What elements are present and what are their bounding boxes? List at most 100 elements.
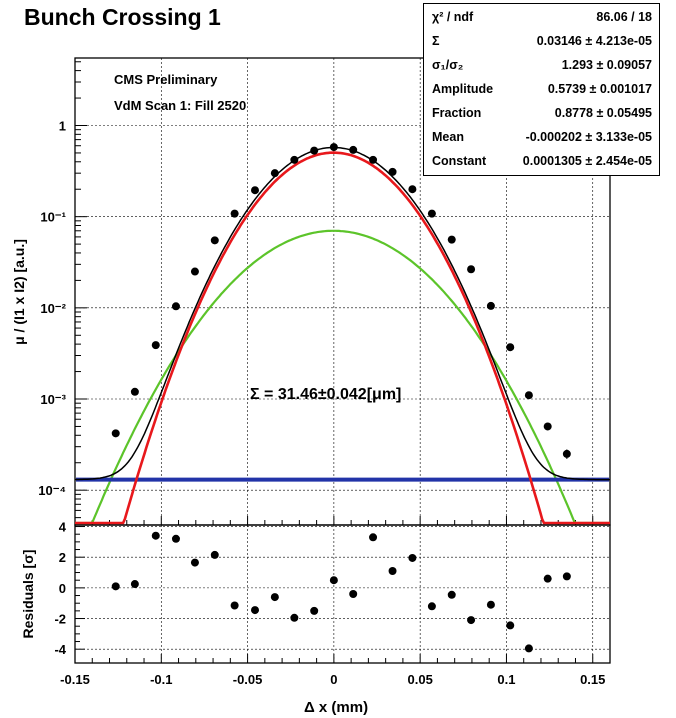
data-point [290, 155, 299, 164]
residual-point [310, 606, 319, 615]
chart-title: Bunch Crossing 1 [24, 4, 221, 30]
residual-point [290, 613, 299, 622]
residual-point [210, 550, 219, 559]
residual-y-tick-labels: -4 -2 0 2 4 [54, 520, 66, 658]
main-y-tick-label: 1 [59, 118, 66, 133]
data-point [270, 169, 279, 178]
stat-label-chi2: χ² / ndf [432, 10, 474, 24]
stat-row-constant: Constant 0.0001305 ± 2.454e-05 [432, 154, 652, 176]
residual-point [467, 616, 476, 625]
stat-value-mean: -0.000202 ± 3.133e-05 [525, 130, 652, 144]
stat-value-sigma: 0.03146 ± 4.213e-05 [536, 34, 652, 48]
data-point [447, 235, 456, 244]
stat-label-mean: Mean [432, 130, 464, 144]
cms-preliminary-label: CMS Preliminary [114, 72, 218, 87]
fit-stats-box: χ² / ndf 86.06 / 18 Σ 0.03146 ± 4.213e-0… [423, 3, 660, 176]
data-point [543, 422, 552, 431]
residual-point [230, 601, 239, 610]
data-point [506, 343, 515, 352]
stat-value-fraction: 0.8778 ± 0.05495 [554, 106, 652, 120]
data-point [310, 146, 319, 155]
residual-point [486, 600, 495, 609]
stat-row-amplitude: Amplitude 0.5739 ± 0.001017 [432, 82, 652, 104]
data-point [562, 449, 571, 458]
data-point [111, 429, 120, 438]
main-y-tick-label: 10⁻¹ [40, 210, 66, 225]
residual-plot-panel: -4 -2 0 2 4 Residuals [σ] [20, 520, 611, 664]
stat-label-amplitude: Amplitude [432, 82, 494, 96]
stat-row-chi2: χ² / ndf 86.06 / 18 [432, 10, 652, 32]
residual-y-tick-label: 4 [59, 520, 67, 535]
residual-point [190, 558, 199, 567]
residual-point [427, 602, 436, 611]
residual-point [543, 574, 552, 583]
data-point [467, 265, 476, 274]
main-y-tick-labels: 10⁻⁴ 10⁻³ 10⁻² 10⁻¹ 1 [38, 118, 66, 498]
data-point [388, 167, 397, 176]
stat-value-chi2: 86.06 / 18 [596, 10, 652, 24]
residual-grid [75, 525, 610, 663]
scan-label: VdM Scan 1: Fill 2520 [114, 98, 246, 113]
residual-y-axis-label: Residuals [σ] [20, 550, 36, 639]
residual-axis-ticks [74, 526, 611, 663]
x-tick-label: -0.1 [150, 672, 172, 687]
x-tick-labels: -0.15 -0.1 -0.05 0 0.05 0.1 0.15 [60, 672, 605, 687]
data-point [486, 301, 495, 310]
residual-point [111, 582, 120, 591]
data-point [427, 209, 436, 218]
residual-point [270, 593, 279, 602]
stat-row-sigma: Σ 0.03146 ± 4.213e-05 [432, 34, 652, 56]
x-tick-label: -0.15 [60, 672, 90, 687]
data-point [349, 145, 358, 154]
residual-point [349, 590, 358, 598]
residual-points [111, 531, 571, 653]
main-plot-panel: 10⁻⁴ 10⁻³ 10⁻² 10⁻¹ 1 CMS Preliminary VdM Sc… [11, 57, 611, 526]
data-point [230, 209, 239, 218]
data-point [369, 155, 378, 164]
main-y-tick-label: 10⁻⁴ [38, 483, 66, 498]
stat-row-sigma-ratio: σ₁/σ₂ 1.293 ± 0.09057 [432, 58, 652, 80]
x-tick-label: 0.15 [580, 672, 605, 687]
x-tick-label: -0.05 [233, 672, 263, 687]
main-y-tick-label: 10⁻² [40, 301, 66, 316]
main-y-axis-label: μ / (I1 x I2) [a.u.] [11, 239, 27, 345]
stat-label-fraction: Fraction [432, 106, 482, 120]
data-point [524, 391, 533, 400]
total-fit-curve [75, 146, 610, 481]
x-tick-label: 0.05 [408, 672, 433, 687]
residual-point [388, 567, 397, 575]
data-point [329, 143, 338, 152]
residual-plot-frame [74, 524, 611, 664]
residual-point [447, 590, 456, 599]
residual-y-tick-label: -2 [54, 612, 66, 627]
narrow-gaussian-curve [75, 151, 610, 525]
stat-value-constant: 0.0001305 ± 2.454e-05 [522, 154, 652, 168]
residual-point [151, 531, 160, 540]
residual-point [130, 580, 139, 589]
residual-y-tick-label: 2 [59, 550, 66, 565]
stat-value-amplitude: 0.5739 ± 0.001017 [547, 82, 652, 96]
residual-y-tick-label: 0 [59, 581, 66, 596]
fit-curves [75, 146, 610, 525]
sigma-result-label: Σ = 31.46±0.042[μm] [250, 386, 401, 403]
residual-point [562, 572, 571, 581]
stat-label-constant: Constant [432, 154, 487, 168]
residual-point [329, 576, 338, 585]
data-point [408, 185, 417, 194]
residual-point [369, 533, 378, 542]
data-point [171, 302, 180, 311]
stat-row-mean: Mean -0.000202 ± 3.133e-05 [432, 130, 652, 152]
data-point [130, 387, 139, 396]
residual-point [171, 534, 180, 543]
x-tick-label: 0.1 [497, 672, 515, 687]
x-tick-label: 0 [330, 672, 337, 687]
data-point [251, 186, 260, 195]
stat-row-fraction: Fraction 0.8778 ± 0.05495 [432, 106, 652, 128]
stat-value-sigma-ratio: 1.293 ± 0.09057 [561, 58, 652, 72]
main-y-tick-label: 10⁻³ [40, 392, 66, 407]
x-axis-label: Δ x (mm) [304, 699, 368, 716]
data-point [151, 341, 160, 350]
residual-point [251, 606, 260, 615]
residual-point [506, 621, 515, 630]
